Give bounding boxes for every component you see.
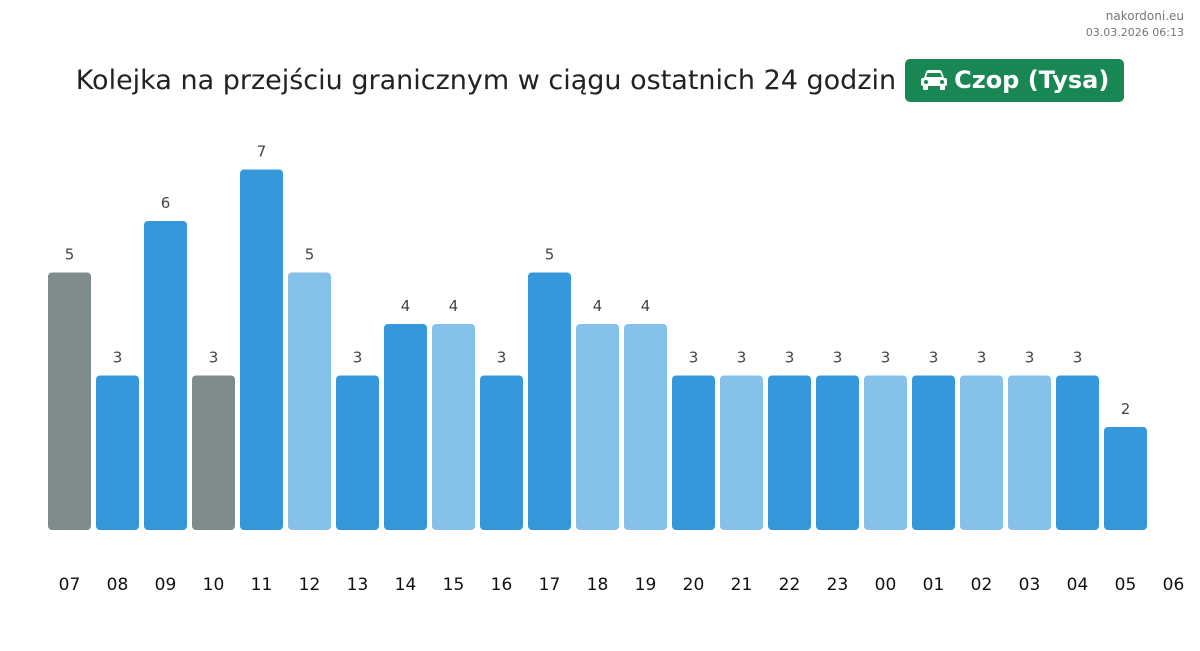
bar-05 bbox=[1104, 427, 1147, 530]
x-tick-02: 02 bbox=[971, 575, 993, 595]
x-tick-12: 12 bbox=[299, 575, 321, 595]
data-label-01: 3 bbox=[929, 349, 939, 367]
chart-header: Kolejka na przejściu granicznym w ciągu … bbox=[0, 58, 1200, 102]
x-tick-00: 00 bbox=[875, 575, 897, 595]
data-label-15: 4 bbox=[449, 297, 459, 315]
x-tick-16: 16 bbox=[491, 575, 513, 595]
bar-16 bbox=[480, 375, 523, 530]
data-label-21: 3 bbox=[737, 349, 747, 367]
bar-23 bbox=[816, 375, 859, 530]
x-tick-03: 03 bbox=[1019, 575, 1041, 595]
bar-21 bbox=[720, 375, 763, 530]
bar-14 bbox=[384, 324, 427, 530]
x-tick-07: 07 bbox=[59, 575, 81, 595]
data-label-19: 4 bbox=[641, 297, 651, 315]
data-label-05: 2 bbox=[1121, 400, 1131, 418]
data-label-17: 5 bbox=[545, 246, 555, 264]
data-label-10: 3 bbox=[209, 349, 219, 367]
source-site: nakordoni.eu bbox=[1105, 9, 1184, 23]
data-label-13: 3 bbox=[353, 349, 363, 367]
data-label-04: 3 bbox=[1073, 349, 1083, 367]
x-tick-15: 15 bbox=[443, 575, 465, 595]
bar-19 bbox=[624, 324, 667, 530]
x-tick-22: 22 bbox=[779, 575, 801, 595]
bar-13 bbox=[336, 375, 379, 530]
bar-10 bbox=[192, 375, 235, 530]
data-label-02: 3 bbox=[977, 349, 987, 367]
bar-02 bbox=[960, 375, 1003, 530]
bar-07 bbox=[48, 272, 91, 530]
bar-20 bbox=[672, 375, 715, 530]
bar-15 bbox=[432, 324, 475, 530]
crossing-badge: Czop (Tysa) bbox=[905, 58, 1125, 102]
bar-00 bbox=[864, 375, 907, 530]
bar-12 bbox=[288, 272, 331, 530]
bar-22 bbox=[768, 375, 811, 530]
bar-17 bbox=[528, 272, 571, 530]
timestamp: 03.03.2026 06:13 bbox=[1085, 26, 1184, 39]
x-tick-11: 11 bbox=[251, 575, 273, 595]
data-label-20: 3 bbox=[689, 349, 699, 367]
data-label-18: 4 bbox=[593, 297, 603, 315]
bar-09 bbox=[144, 221, 187, 530]
bar-11 bbox=[240, 169, 283, 530]
data-label-14: 4 bbox=[401, 297, 411, 315]
x-tick-19: 19 bbox=[635, 575, 657, 595]
x-tick-09: 09 bbox=[155, 575, 177, 595]
data-label-08: 3 bbox=[113, 349, 123, 367]
x-tick-17: 17 bbox=[539, 575, 561, 595]
x-tick-13: 13 bbox=[347, 575, 369, 595]
data-label-11: 7 bbox=[257, 143, 267, 161]
bar-04 bbox=[1056, 375, 1099, 530]
data-label-23: 3 bbox=[833, 349, 843, 367]
data-label-03: 3 bbox=[1025, 349, 1035, 367]
x-tick-06: 06 bbox=[1163, 575, 1185, 595]
car-icon bbox=[921, 70, 948, 90]
page-title: Kolejka na przejściu granicznym w ciągu … bbox=[75, 64, 897, 96]
data-label-07: 5 bbox=[65, 246, 75, 264]
x-tick-20: 20 bbox=[683, 575, 705, 595]
data-label-00: 3 bbox=[881, 349, 891, 367]
x-tick-18: 18 bbox=[587, 575, 609, 595]
x-tick-05: 05 bbox=[1115, 575, 1137, 595]
bar-18 bbox=[576, 324, 619, 530]
crossing-label: Czop (Tysa) bbox=[954, 66, 1110, 94]
bar-03 bbox=[1008, 375, 1051, 530]
data-label-12: 5 bbox=[305, 246, 315, 264]
data-label-16: 3 bbox=[497, 349, 507, 367]
x-tick-04: 04 bbox=[1067, 575, 1089, 595]
x-tick-21: 21 bbox=[731, 575, 753, 595]
x-tick-23: 23 bbox=[827, 575, 849, 595]
x-tick-14: 14 bbox=[395, 575, 417, 595]
data-label-09: 6 bbox=[161, 194, 171, 212]
x-tick-08: 08 bbox=[107, 575, 129, 595]
bar-08 bbox=[96, 375, 139, 530]
x-tick-01: 01 bbox=[923, 575, 945, 595]
x-tick-10: 10 bbox=[203, 575, 225, 595]
data-label-22: 3 bbox=[785, 349, 795, 367]
bar-01 bbox=[912, 375, 955, 530]
